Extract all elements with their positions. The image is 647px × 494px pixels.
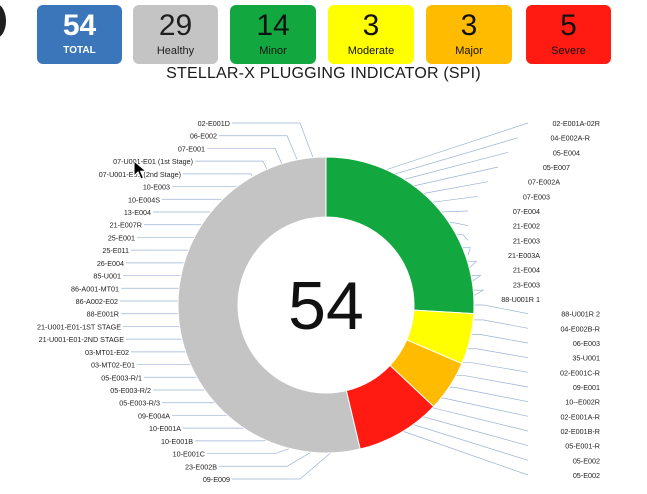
label-left: 05-E003-R/3 <box>119 399 160 408</box>
center-total: 54 <box>288 268 364 344</box>
label-right: 21-E002 <box>513 222 540 231</box>
label-left: 03-MT02-E01 <box>91 361 135 370</box>
slice-minor[interactable] <box>325 156 475 315</box>
label-left: 10-E001B <box>161 437 193 446</box>
severe-count: 5 <box>560 9 577 42</box>
label-left: 09-E009 <box>203 475 230 484</box>
healthy-label: Healthy <box>156 45 195 57</box>
healthy-count: 29 <box>158 9 193 42</box>
moderate-count: 3 <box>362 9 380 42</box>
severe-tile[interactable]: 5 Severe <box>526 5 611 64</box>
label-left: 06-E002 <box>190 132 217 141</box>
label-left: 86-A001-MT01 <box>71 284 119 293</box>
total-tile[interactable]: 54 TOTAL <box>37 5 122 64</box>
total-count: 54 <box>62 9 97 42</box>
label-left: 02-E001D <box>198 119 230 128</box>
donut-slices <box>177 156 475 454</box>
label-right: 06-E003 <box>573 339 600 348</box>
label-right: 02-E001A-02R <box>552 119 600 128</box>
label-right: 10--E002R <box>565 398 600 407</box>
label-left: 13-E004 <box>124 208 151 217</box>
minor-count: 14 <box>256 9 290 42</box>
label-left: 10-E003 <box>143 183 170 192</box>
label-left: 21-U001-E01-1ST STAGE <box>37 322 121 331</box>
label-left: 25-E011 <box>102 246 129 255</box>
label-right: 23-E003 <box>513 280 540 289</box>
label-left: 85-U001 <box>93 272 121 281</box>
mouse-cursor-icon <box>133 160 147 180</box>
label-left: 07-E001 <box>178 144 205 153</box>
label-right: 02-E001C-R <box>560 368 600 377</box>
label-right: 04-E002B-R <box>560 324 600 333</box>
moderate-tile[interactable]: 3 Moderate <box>328 5 414 64</box>
label-left: 21-U001-E01-2ND STAGE <box>39 335 125 344</box>
window-edge-shape <box>0 4 6 38</box>
label-left: 10-E004S <box>128 195 160 204</box>
label-left: 86-A002-E02 <box>76 297 118 306</box>
label-right: 05-E004 <box>553 148 580 157</box>
label-left: 09-E004A <box>138 411 170 420</box>
label-left: 23-E002B <box>185 462 217 471</box>
severe-label: Severe <box>551 45 586 57</box>
label-right: 21-E003 <box>513 236 540 245</box>
label-right: 07-E004 <box>513 207 540 216</box>
label-right: 09-E001 <box>573 383 600 392</box>
label-left: 10-E001C <box>173 450 205 459</box>
label-left: 05-E003-R/1 <box>101 373 142 382</box>
label-left: 88-E001R <box>87 310 119 319</box>
label-right: 88-U001R 2 <box>561 310 600 319</box>
label-left: 05-E003-R/2 <box>110 386 151 395</box>
healthy-tile[interactable]: 29 Healthy <box>133 5 218 64</box>
label-right: 02-E001B-R <box>560 427 600 436</box>
minor-label: Minor <box>259 45 287 57</box>
label-right: 04-E002A-R <box>550 134 590 143</box>
label-right: 07-E003 <box>523 192 550 201</box>
chart-title: STELLAR-X PLUGGING INDICATOR (SPI) <box>166 65 481 82</box>
label-left: 21-E007R <box>110 221 142 230</box>
label-right: 21-E003A <box>508 251 540 260</box>
major-tile[interactable]: 3 Major <box>426 5 512 64</box>
label-right: 21-E004 <box>513 266 540 275</box>
label-left: 26-E004 <box>97 259 124 268</box>
label-left: 25-E001 <box>108 233 135 242</box>
label-right: 05-E007 <box>543 163 570 172</box>
major-label: Major <box>455 45 483 57</box>
minor-tile[interactable]: 14 Minor <box>230 5 316 64</box>
label-right: 05-E002 <box>573 471 600 480</box>
label-right: 35-U001 <box>572 354 600 363</box>
label-right: 07-E002A <box>528 178 560 187</box>
label-right: 88-U001R 1 <box>501 295 540 304</box>
label-left: 07-U001-E01 (1st Stage) <box>113 157 193 166</box>
label-left: 03-MT01-E02 <box>85 348 129 357</box>
label-left: 10-E001A <box>149 424 181 433</box>
label-right: 05-E001-R <box>565 442 600 451</box>
slice-healthy[interactable] <box>177 156 361 454</box>
label-right: 02-E001A-R <box>560 412 600 421</box>
total-label: TOTAL <box>63 45 96 56</box>
moderate-label: Moderate <box>347 45 395 57</box>
label-right: 05-E002 <box>573 456 600 465</box>
major-count: 3 <box>460 9 478 42</box>
